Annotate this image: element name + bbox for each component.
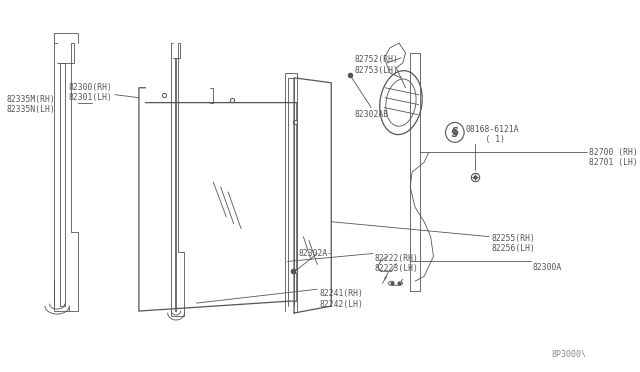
Text: 82700 (RH)
82701 (LH): 82700 (RH) 82701 (LH) (589, 148, 637, 167)
Text: S: S (451, 129, 458, 140)
Text: 82752(RH)
82753(LH): 82752(RH) 82753(LH) (355, 55, 398, 75)
Text: S: S (451, 127, 458, 137)
Text: 82302A-: 82302A- (299, 249, 333, 258)
Text: 82222(RH)
82223(LH): 82222(RH) 82223(LH) (375, 254, 419, 273)
Text: 82300A: 82300A (533, 263, 562, 272)
Text: 82300(RH)
82301(LH): 82300(RH) 82301(LH) (68, 83, 112, 102)
Text: 08168-6121A
    ( 1): 08168-6121A ( 1) (466, 125, 520, 144)
Text: 8P3000\: 8P3000\ (552, 350, 587, 359)
Text: 82335M(RH)
82335N(LH): 82335M(RH) 82335N(LH) (6, 95, 55, 114)
Text: 82255(RH)
82256(LH): 82255(RH) 82256(LH) (491, 234, 535, 253)
Text: 82241(RH)
82242(LH): 82241(RH) 82242(LH) (319, 289, 363, 309)
Text: 82302AB: 82302AB (355, 110, 388, 119)
